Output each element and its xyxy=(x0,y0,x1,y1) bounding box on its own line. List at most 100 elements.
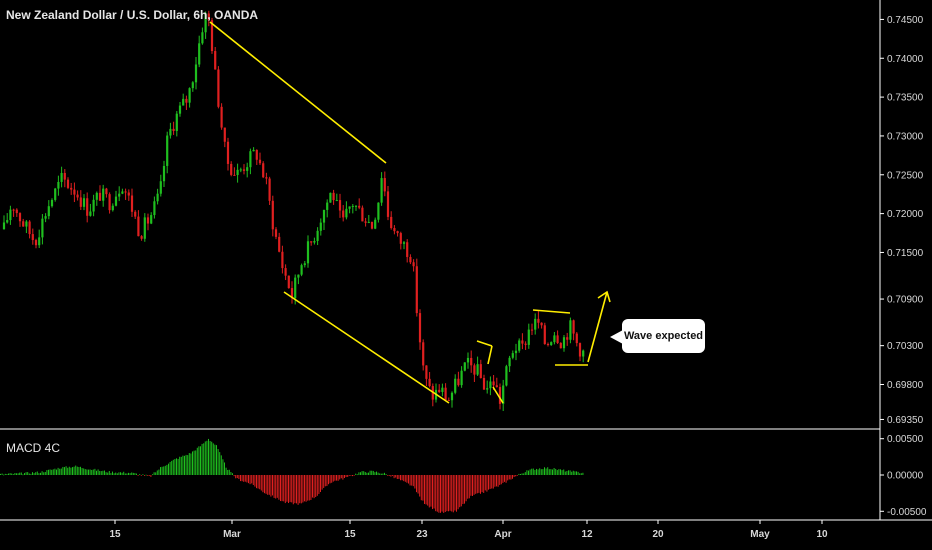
macd-bar xyxy=(374,472,376,475)
macd-bar xyxy=(57,467,59,475)
macd-bar xyxy=(499,475,501,485)
candle-body xyxy=(290,288,294,299)
macd-bar xyxy=(184,455,185,475)
macd-bar xyxy=(142,474,144,476)
candle-body xyxy=(271,200,274,230)
trendline xyxy=(209,21,387,164)
candle-body xyxy=(246,167,249,171)
candle-body xyxy=(370,221,374,229)
macd-bar xyxy=(161,466,163,475)
price-tick-label: 0.71500 xyxy=(887,248,924,259)
macd-bar xyxy=(401,475,403,481)
macd-bar xyxy=(470,475,472,496)
macd-bar xyxy=(222,459,224,475)
candle-body xyxy=(60,172,63,182)
macd-bar xyxy=(576,471,577,475)
candle-body xyxy=(575,333,578,344)
macd-bar xyxy=(488,475,489,490)
macd-bar xyxy=(276,475,278,498)
candle-body xyxy=(188,88,191,103)
macd-bar xyxy=(321,475,323,490)
candle-body xyxy=(524,343,527,345)
macd-bar xyxy=(76,466,78,475)
candle-body xyxy=(198,43,201,65)
price-tick-label: 0.72500 xyxy=(887,170,924,181)
macd-bar xyxy=(302,475,304,503)
macd-bar xyxy=(278,475,280,500)
macd-bar xyxy=(574,471,576,475)
macd-bar xyxy=(513,475,515,478)
macd-bar xyxy=(168,463,169,475)
macd-bar xyxy=(443,475,445,513)
macd-bar xyxy=(188,453,190,475)
macd-bar xyxy=(504,475,505,482)
candle-body xyxy=(498,387,502,404)
wave-expected-callout: Wave expected xyxy=(622,319,705,353)
candle-body xyxy=(297,274,300,278)
candle-body xyxy=(162,165,166,182)
macd-bar xyxy=(286,475,288,502)
candle-body xyxy=(15,209,18,214)
candle-body xyxy=(217,69,220,107)
macd-bar xyxy=(300,475,302,504)
macd-bar xyxy=(547,467,549,475)
macd-bar xyxy=(304,475,305,502)
macd-bar xyxy=(52,469,54,475)
candle-body xyxy=(172,128,175,131)
macd-bar xyxy=(248,475,249,484)
candle-body xyxy=(54,188,57,200)
candle-body xyxy=(230,163,233,175)
macd-bar xyxy=(432,475,433,510)
time-tick-label: 23 xyxy=(416,529,428,540)
macd-bar xyxy=(508,475,510,480)
macd-bar xyxy=(120,472,121,475)
macd-bar xyxy=(84,469,86,475)
macd-bar xyxy=(176,458,177,475)
macd-bar xyxy=(78,467,80,475)
macd-bar xyxy=(268,475,270,495)
candle-body xyxy=(300,265,303,275)
price-tick-label: 0.70900 xyxy=(887,295,924,306)
trendline xyxy=(487,345,493,365)
candle-body xyxy=(489,381,492,389)
macd-bar xyxy=(260,475,262,491)
candle-body xyxy=(540,322,543,326)
macd-bar xyxy=(411,475,413,486)
candle-body xyxy=(319,222,322,231)
candle-body xyxy=(22,221,25,227)
macd-bar xyxy=(371,470,373,475)
macd-bar xyxy=(153,472,155,475)
macd-bar xyxy=(62,466,64,475)
candle-body xyxy=(236,169,239,176)
candle-body xyxy=(137,216,140,237)
macd-bar xyxy=(518,473,520,475)
macd-bar xyxy=(104,470,105,475)
callout-pointer xyxy=(610,330,623,344)
macd-bar xyxy=(324,475,326,487)
candle-body xyxy=(351,205,354,207)
macd-bar xyxy=(296,475,297,504)
macd-bar xyxy=(540,469,542,475)
candle-body xyxy=(345,208,348,218)
macd-bar xyxy=(358,472,360,475)
projection-arrowhead xyxy=(597,290,611,303)
candle-body xyxy=(134,211,137,217)
macd-bar xyxy=(323,475,325,488)
candle-body xyxy=(143,217,146,239)
macd-bar xyxy=(502,475,504,483)
macd-bar xyxy=(208,438,209,475)
candle-body xyxy=(252,149,255,152)
macd-bar xyxy=(515,475,517,477)
macd-bar xyxy=(236,475,238,479)
candle-body xyxy=(210,20,214,52)
macd-tick-label: 0.00000 xyxy=(887,471,924,482)
candle-body xyxy=(153,201,156,216)
macd-bar xyxy=(36,471,38,475)
candle-body xyxy=(377,202,380,220)
macd-bar xyxy=(433,475,435,509)
macd-bar xyxy=(448,475,449,512)
candle-body xyxy=(169,128,172,136)
candle-body xyxy=(386,191,390,217)
macd-bar xyxy=(347,475,349,477)
macd-bar xyxy=(254,475,256,487)
